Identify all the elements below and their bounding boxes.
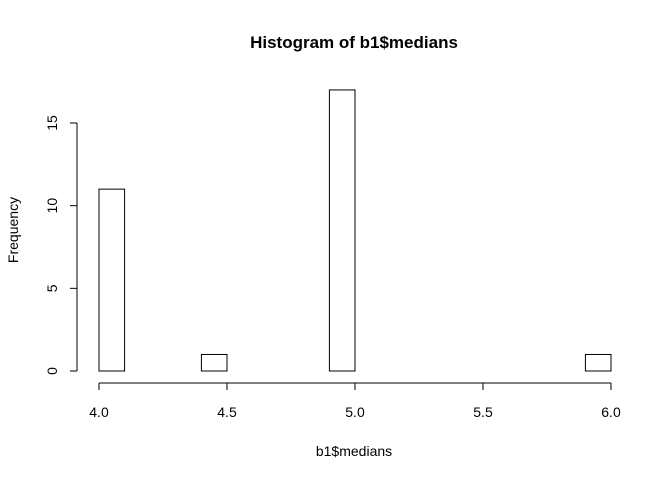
y-tick-label: 5 — [44, 284, 60, 292]
bars-group — [98, 89, 612, 372]
histogram-bar — [200, 353, 228, 372]
y-tick-label: 15 — [44, 115, 60, 131]
histogram-bar — [584, 353, 612, 372]
x-tick-label: 5.0 — [345, 404, 365, 420]
y-tick-label: 0 — [44, 367, 60, 375]
x-tick-label: 4.0 — [89, 404, 109, 420]
x-tick-label: 4.5 — [217, 404, 237, 420]
x-axis-label: b1$medians — [316, 443, 392, 459]
x-axis: 4.0 4.5 5.0 5.5 6.0 — [89, 382, 621, 420]
y-axis-label: Frequency — [5, 197, 21, 263]
histogram-bar — [328, 89, 356, 372]
histogram-bar — [98, 188, 126, 372]
y-axis: 0 5 10 15 — [44, 115, 78, 375]
x-tick-label: 6.0 — [601, 404, 621, 420]
x-tick-label: 5.5 — [473, 404, 493, 420]
chart-title: Histogram of b1$medians — [250, 33, 458, 52]
y-tick-label: 10 — [44, 198, 60, 214]
